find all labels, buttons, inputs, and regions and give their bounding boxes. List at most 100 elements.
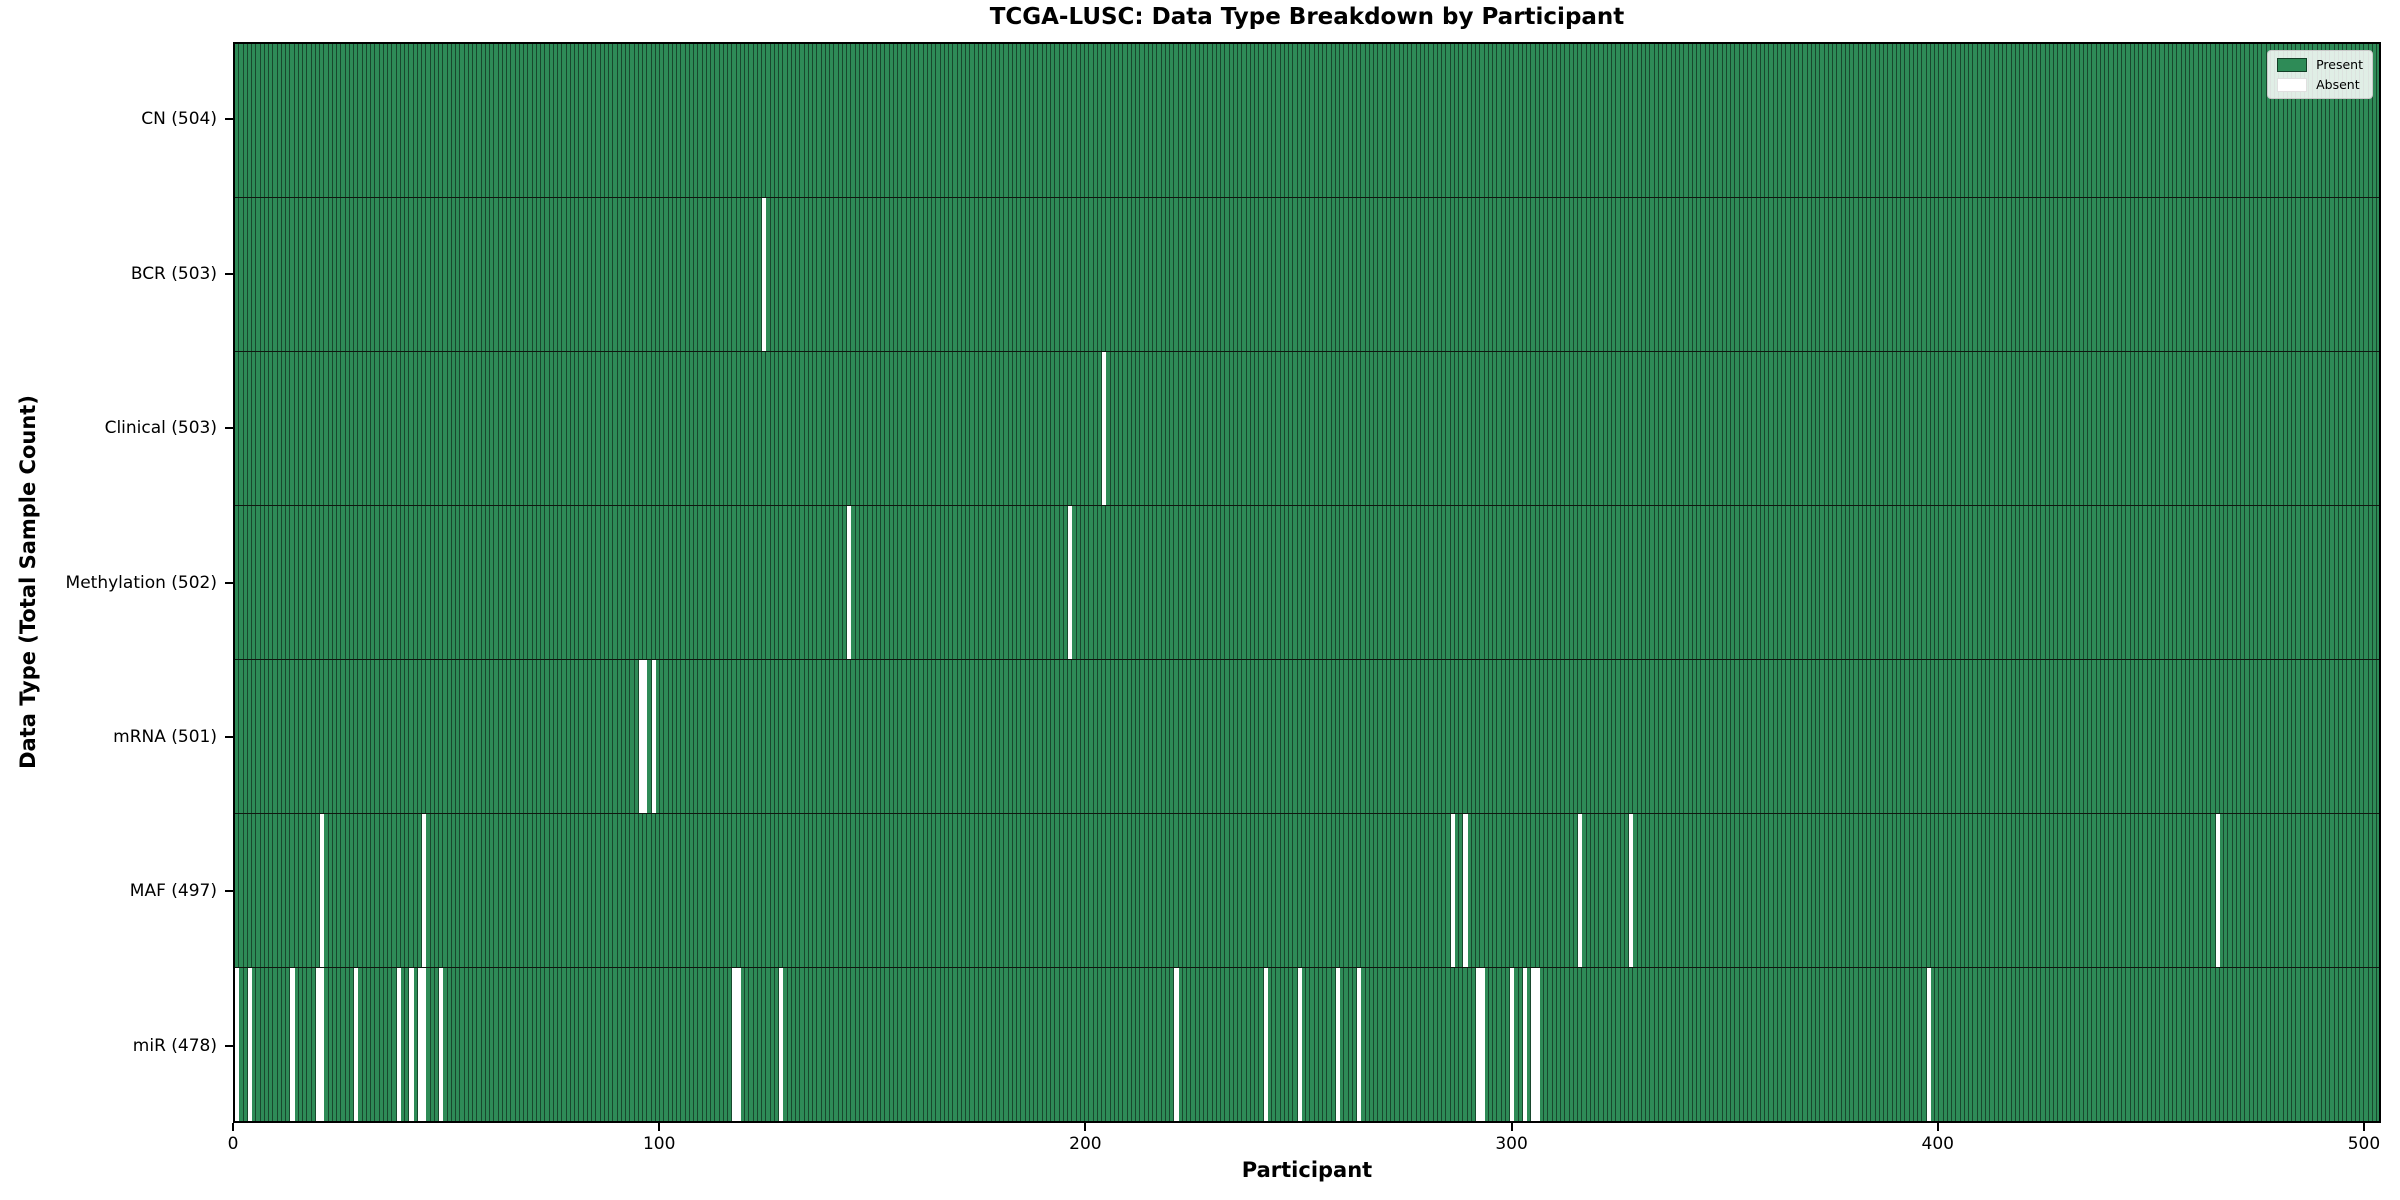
present-cell (1255, 44, 1260, 197)
present-cell (1123, 506, 1128, 659)
present-cell (698, 198, 703, 351)
present-cell (961, 506, 966, 659)
present-cell (1811, 660, 1816, 813)
present-cell (2011, 506, 2016, 659)
present-cell (1986, 198, 1991, 351)
present-cell (791, 44, 796, 197)
heatmap-row-Clinical (235, 351, 2379, 505)
present-cell (1977, 44, 1982, 197)
present-cell (1072, 968, 1077, 1121)
present-cell (1301, 660, 1306, 813)
present-cell (417, 814, 422, 967)
present-cell (341, 814, 346, 967)
present-cell (1871, 198, 1876, 351)
present-cell (660, 506, 665, 659)
present-cell (745, 352, 750, 505)
present-cell (1939, 352, 1944, 505)
present-cell (957, 352, 962, 505)
present-cell (1276, 352, 1281, 505)
present-cell (609, 352, 614, 505)
present-cell (2100, 198, 2105, 351)
present-cell (1556, 660, 1561, 813)
present-cell (834, 44, 839, 197)
present-cell (2266, 968, 2271, 1121)
present-cell (337, 814, 342, 967)
present-cell (1182, 44, 1187, 197)
present-cell (740, 198, 745, 351)
present-cell (1786, 506, 1791, 659)
present-cell (1586, 198, 1591, 351)
legend: Present Absent (2267, 50, 2373, 99)
present-cell (2262, 198, 2267, 351)
present-cell (702, 660, 707, 813)
present-cell (966, 968, 971, 1121)
present-cell (1709, 968, 1714, 1121)
present-cell (600, 506, 605, 659)
present-cell (2364, 968, 2369, 1121)
present-cell (528, 968, 533, 1121)
present-cell (634, 198, 639, 351)
present-cell (2079, 44, 2084, 197)
present-cell (1969, 814, 1974, 967)
present-cell (1773, 198, 1778, 351)
present-cell (711, 198, 716, 351)
present-cell (1459, 968, 1464, 1121)
present-cell (2105, 814, 2110, 967)
present-cell (2202, 506, 2207, 659)
absent-cell (1174, 968, 1179, 1121)
present-cell (719, 968, 724, 1121)
present-cell (371, 814, 376, 967)
present-cell (1743, 660, 1748, 813)
present-cell (1327, 352, 1332, 505)
present-cell (1323, 506, 1328, 659)
present-cell (2296, 968, 2301, 1121)
present-cell (1433, 506, 1438, 659)
present-cell (1446, 198, 1451, 351)
present-cell (1505, 198, 1510, 351)
present-cell (1068, 352, 1073, 505)
present-cell (2151, 198, 2156, 351)
present-cell (898, 814, 903, 967)
present-cell (1739, 968, 1744, 1121)
present-cell (409, 506, 414, 659)
present-cell (379, 44, 384, 197)
present-cell (1119, 198, 1124, 351)
present-cell (2262, 352, 2267, 505)
present-cell (974, 198, 979, 351)
present-cell (949, 814, 954, 967)
present-cell (1165, 968, 1170, 1121)
present-cell (1573, 352, 1578, 505)
present-cell (1106, 506, 1111, 659)
present-cell (247, 660, 252, 813)
present-cell (1093, 660, 1098, 813)
present-cell (1318, 814, 1323, 967)
present-cell (2075, 814, 2080, 967)
present-cell (1820, 506, 1825, 659)
present-cell (613, 44, 618, 197)
present-cell (1620, 352, 1625, 505)
present-cell (1799, 968, 1804, 1121)
present-cell (1391, 968, 1396, 1121)
present-cell (660, 198, 665, 351)
absent-cell (1263, 968, 1268, 1121)
present-cell (2309, 968, 2314, 1121)
present-cell (592, 506, 597, 659)
present-cell (1068, 660, 1073, 813)
present-cell (791, 814, 796, 967)
present-cell (991, 352, 996, 505)
present-cell (2219, 352, 2224, 505)
present-cell (1905, 660, 1910, 813)
present-cell (668, 660, 673, 813)
present-cell (2037, 968, 2042, 1121)
present-cell (477, 352, 482, 505)
present-cell (1072, 198, 1077, 351)
present-cell (1930, 660, 1935, 813)
present-cell (264, 352, 269, 505)
present-cell (800, 968, 805, 1121)
present-cell (2164, 968, 2169, 1121)
present-cell (1212, 198, 1217, 351)
present-cell (1497, 44, 1502, 197)
present-cell (256, 968, 261, 1121)
present-cell (885, 44, 890, 197)
present-cell (647, 198, 652, 351)
